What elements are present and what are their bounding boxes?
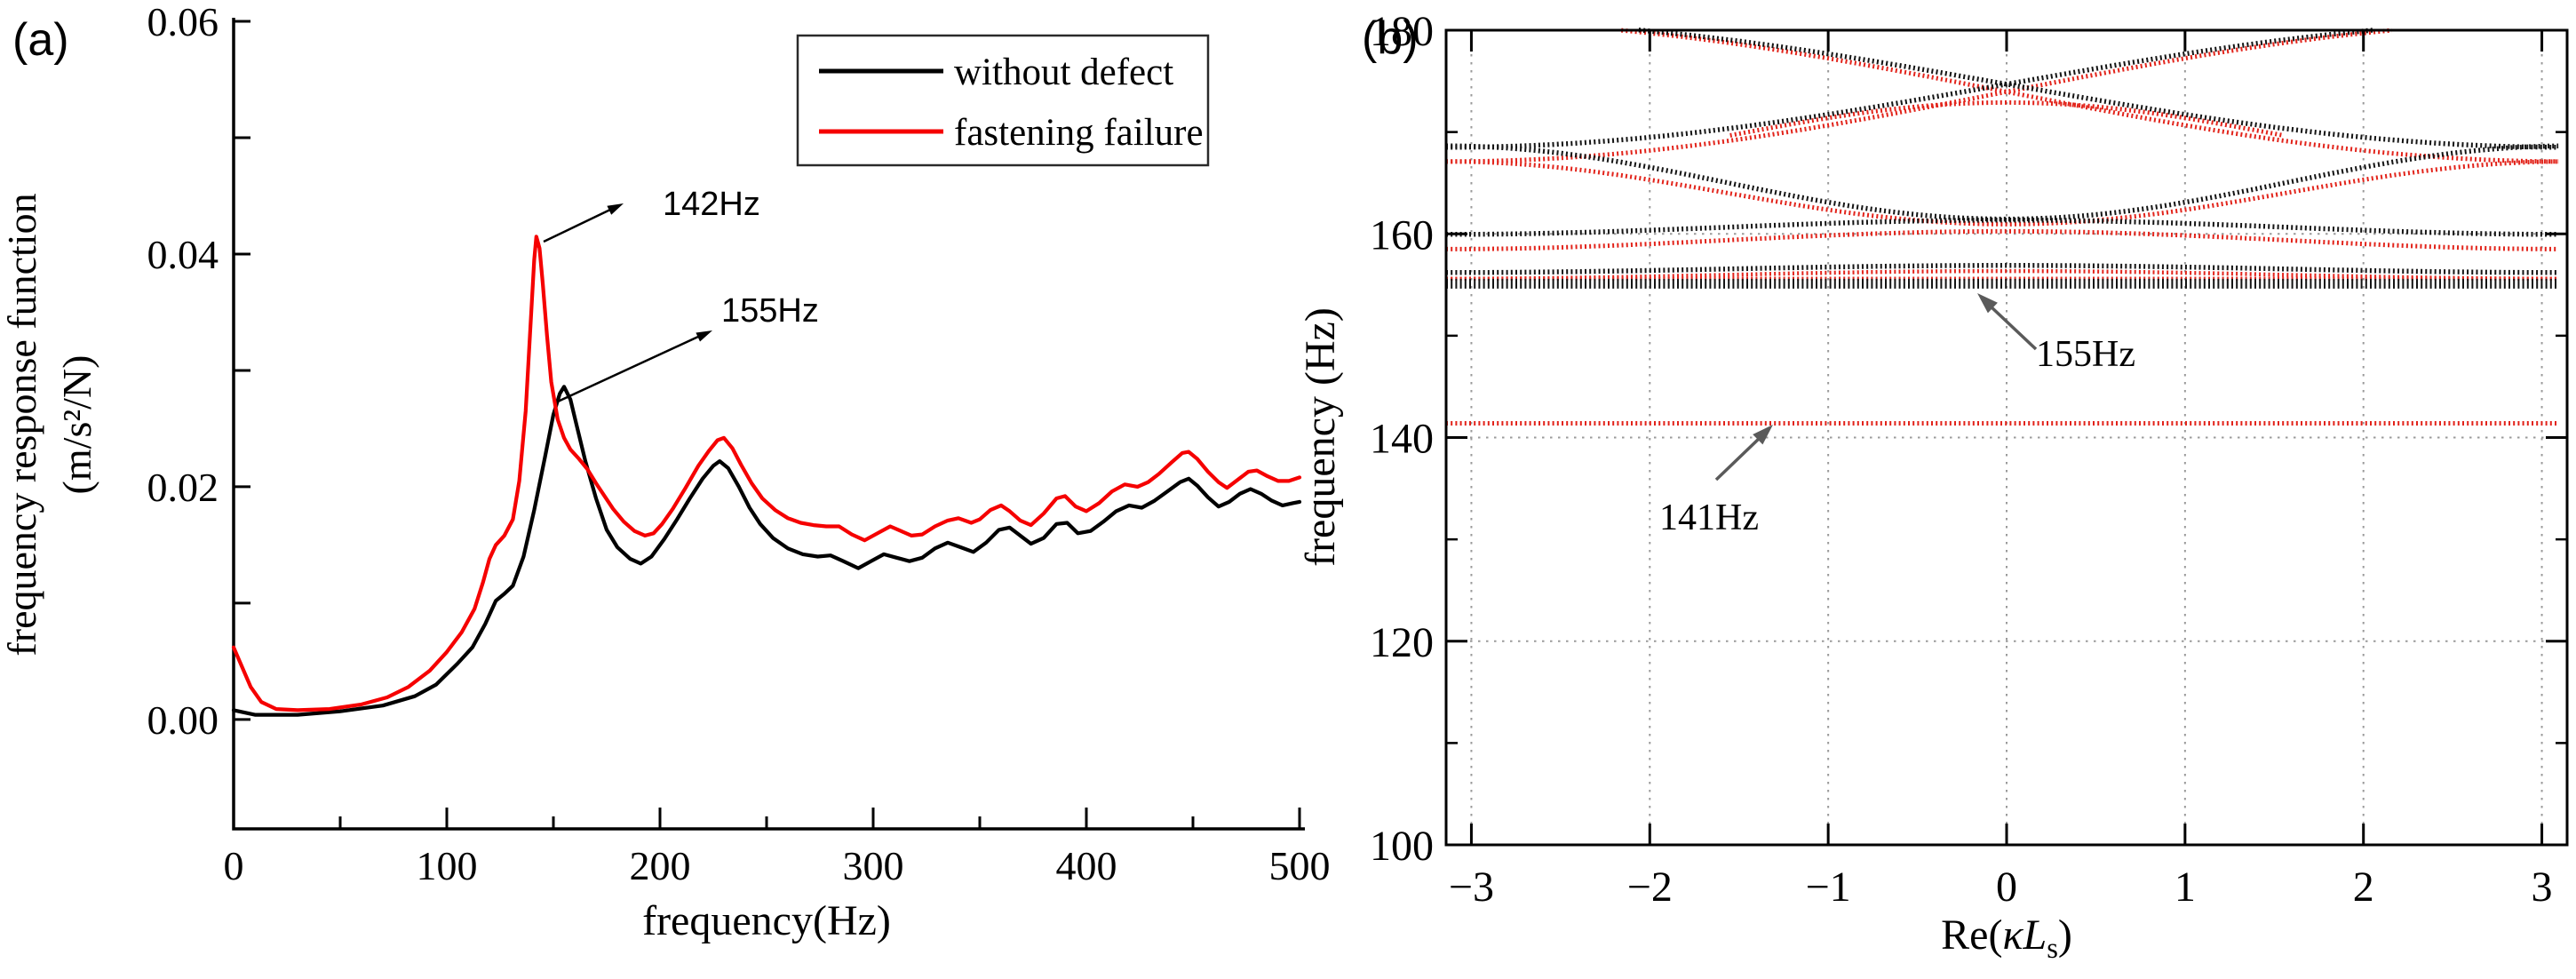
b-band-red bbox=[1445, 28, 2393, 164]
legend-label-without-defect: without defect bbox=[954, 52, 1173, 93]
b-band-black bbox=[1445, 143, 2559, 222]
chart-b-generated: −3 −2 −1 0 1 2 3 100 120 140 160 180 bbox=[1370, 8, 2569, 911]
b-x-axis-title-part: s bbox=[2047, 933, 2058, 965]
a-y-tick-label: 0.06 bbox=[147, 0, 219, 44]
b-x-tick-label: 3 bbox=[2532, 864, 2553, 911]
b-x-axis-title-part: κ bbox=[2002, 911, 2023, 959]
b-x-axis-title-part: Re( bbox=[1941, 911, 2002, 959]
legend-box bbox=[796, 34, 1210, 167]
a-x-tick-label: 500 bbox=[1269, 843, 1331, 888]
annotation-141hz-b-arrow-line bbox=[1714, 435, 1762, 482]
panel-a-label: (a) bbox=[12, 14, 69, 66]
b-x-tick-label: −3 bbox=[1449, 864, 1494, 911]
panel-b-label: (b) bbox=[1362, 12, 1419, 64]
b-x-tick-label: 2 bbox=[2353, 864, 2374, 911]
b-x-tick-label: −2 bbox=[1627, 864, 1673, 911]
b-y-axis-title: frequency (Hz) bbox=[1297, 307, 1344, 567]
annotation-155hz-a-text: 155Hz bbox=[721, 292, 819, 330]
chart-a-generated: 0 100 200 300 400 500 0.00 0.02 0.04 0.06 bbox=[147, 0, 1331, 888]
b-x-tick-label: −1 bbox=[1806, 864, 1851, 911]
annotation-142hz-arrow-line bbox=[543, 208, 611, 243]
b-x-tick-label: 0 bbox=[1996, 864, 2017, 911]
a-y-axis-title-line1: frequency response function bbox=[0, 193, 44, 656]
annotation-155hz-a-arrow-line bbox=[557, 335, 699, 403]
a-y-tick-label: 0.00 bbox=[147, 697, 219, 743]
b-band-black bbox=[1446, 28, 2375, 150]
b-band-black bbox=[1638, 28, 2559, 150]
annotation-142hz: 142Hz bbox=[543, 186, 760, 243]
annotation-155hz-b-text: 155Hz bbox=[2036, 334, 2135, 375]
annotation-155hz-b: 155Hz bbox=[1977, 293, 2135, 375]
annotation-155hz-a-arrowhead bbox=[696, 330, 712, 342]
a-curve-without-defect bbox=[231, 385, 1302, 717]
legend: without defect fastening failure bbox=[796, 34, 1210, 167]
annotation-141hz-b-text: 141Hz bbox=[1659, 497, 1759, 538]
b-band-red bbox=[1446, 159, 2559, 227]
b-x-axis-title: Re(κLs) bbox=[1941, 911, 2072, 965]
b-y-tick-label: 140 bbox=[1370, 416, 1434, 463]
b-band-red bbox=[1446, 228, 2559, 251]
a-x-tick-label: 100 bbox=[417, 843, 478, 888]
annotation-155hz-b-arrowhead bbox=[1977, 293, 1998, 314]
b-band-black bbox=[1446, 263, 2559, 275]
b-y-tick-label: 120 bbox=[1370, 619, 1434, 666]
annotation-155hz-a: 155Hz bbox=[557, 292, 819, 403]
a-y-tick-label: 0.04 bbox=[147, 232, 219, 277]
a-y-axis-title-line2: (m/s²/N) bbox=[54, 355, 99, 495]
b-band-red bbox=[1729, 99, 2283, 138]
b-y-tick-label: 160 bbox=[1370, 211, 1434, 259]
a-x-tick-label: 0 bbox=[224, 843, 244, 888]
a-x-tick-label: 400 bbox=[1056, 843, 1117, 888]
b-x-axis-title-part: L bbox=[2022, 911, 2047, 959]
b-x-tick-label: 1 bbox=[2174, 864, 2196, 911]
a-x-axis-title: frequency(Hz) bbox=[642, 897, 891, 944]
a-x-tick-label: 300 bbox=[843, 843, 904, 888]
b-y-tick-label: 180 bbox=[1370, 8, 1434, 55]
a-curve-fastening-failure bbox=[231, 235, 1302, 712]
annotation-155hz-b-arrow-line bbox=[1988, 304, 2038, 351]
b-x-axis-title-part: ) bbox=[2058, 911, 2072, 959]
b-band-red bbox=[1620, 28, 2559, 164]
b-band-black bbox=[1446, 218, 2559, 237]
legend-label-fastening-failure: fastening failure bbox=[954, 112, 1204, 154]
annotation-142hz-arrowhead bbox=[607, 203, 624, 215]
annotation-141hz-b-arrowhead bbox=[1753, 425, 1773, 445]
annotation-142hz-text: 142Hz bbox=[663, 186, 760, 223]
a-y-tick-label: 0.02 bbox=[147, 465, 219, 510]
b-y-tick-label: 100 bbox=[1370, 823, 1434, 870]
a-x-tick-label: 200 bbox=[630, 843, 691, 888]
annotation-141hz-b: 141Hz bbox=[1659, 425, 1773, 538]
